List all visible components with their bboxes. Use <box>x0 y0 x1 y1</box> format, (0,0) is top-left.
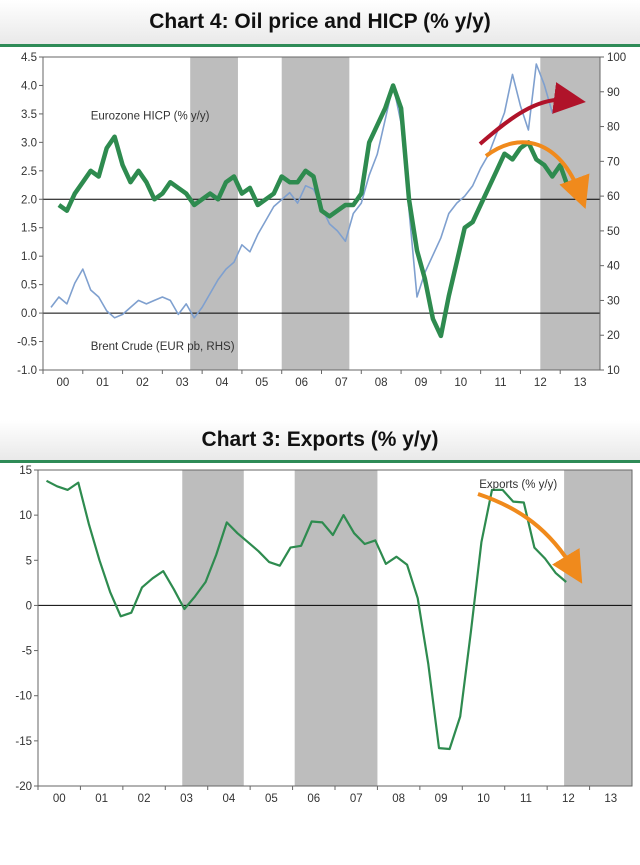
y-right-tick-label: 50 <box>607 226 620 238</box>
y-left-tick-label: 0.5 <box>21 280 37 292</box>
exports-series-line <box>45 479 567 751</box>
y-right-tick-label: 100 <box>607 52 626 64</box>
x-tick-label: 11 <box>520 793 532 805</box>
y-tick-label: 15 <box>19 465 32 477</box>
x-tick-label: 01 <box>96 377 109 389</box>
x-tick-label: 00 <box>56 377 69 389</box>
y-right-tick-label: 60 <box>607 191 620 203</box>
x-tick-label: 02 <box>138 793 151 805</box>
y-right-tick-label: 40 <box>607 261 620 273</box>
y-left-tick-label: -0.5 <box>17 337 37 349</box>
shaded-period-1 <box>281 57 350 370</box>
y-right-tick-label: 80 <box>607 122 620 134</box>
trend-arrow-orange <box>484 140 590 210</box>
x-tick-label: 03 <box>180 793 193 805</box>
y-right-tick-label: 70 <box>607 156 620 168</box>
series-annotation-0: Eurozone HICP (% y/y) <box>91 111 210 123</box>
chart3-title: Chart 3: Exports (% y/y) <box>0 420 640 460</box>
y-left-tick-label: 4.0 <box>21 80 37 92</box>
x-tick-label: 07 <box>335 377 348 389</box>
hicp-series-line <box>57 83 571 339</box>
y-left-tick-label: 0.0 <box>21 308 37 320</box>
x-tick-label: 12 <box>534 377 547 389</box>
shaded-period-2 <box>564 470 632 786</box>
x-tick-label: 06 <box>307 793 320 805</box>
y-left-tick-label: 3.5 <box>21 109 37 121</box>
x-tick-label: 10 <box>477 793 490 805</box>
y-left-tick-label: 2.5 <box>21 166 37 178</box>
shaded-period-0 <box>182 470 244 786</box>
exports-chart: 15 10 5 0 -5 -10 -15 -20 00 01 02 03 04 05 06 07 08 09 10 1… <box>15 465 633 805</box>
y-left-tick-label: 1.5 <box>21 223 37 235</box>
x-tick-label: 04 <box>223 793 236 805</box>
x-tick-label: 01 <box>95 793 108 805</box>
series-annotation-1: Brent Crude (EUR pb, RHS) <box>91 341 235 353</box>
x-tick-label: 11 <box>495 377 507 389</box>
chart3-title-rule <box>0 460 640 463</box>
shaded-period-1 <box>294 470 378 786</box>
oil-hicp-chart: 4.5 4.0 3.5 3.0 2.5 2.0 1.5 1.0 0.5 0.0 -0.5 -1.0 10… <box>17 52 626 389</box>
chart4-title: Chart 4: Oil price and HICP (% y/y) <box>0 0 640 44</box>
y-tick-label: 5 <box>26 555 32 567</box>
y-left-tick-label: 3.0 <box>21 137 37 149</box>
x-tick-label: 13 <box>604 793 617 805</box>
y-left-tick-label: 4.5 <box>21 52 37 64</box>
x-tick-label: 08 <box>392 793 405 805</box>
chart4-title-rule <box>0 44 640 47</box>
x-tick-label: 05 <box>255 377 268 389</box>
x-tick-label: 07 <box>350 793 363 805</box>
y-tick-label: -5 <box>22 646 32 658</box>
x-tick-label: 03 <box>176 377 189 389</box>
x-tick-label: 13 <box>574 377 587 389</box>
x-tick-label: 00 <box>53 793 66 805</box>
x-tick-label: 10 <box>454 377 467 389</box>
series-annotation-0: Exports (% y/y) <box>479 479 557 491</box>
y-tick-label: -15 <box>15 736 32 748</box>
y-tick-label: 10 <box>19 510 32 522</box>
exports-trend-arrow-orange <box>477 492 583 584</box>
x-tick-label: 04 <box>216 377 229 389</box>
y-left-tick-label: -1.0 <box>17 365 37 377</box>
y-left-tick-label: 2.0 <box>21 194 37 206</box>
x-tick-label: 12 <box>562 793 575 805</box>
x-tick-label: 05 <box>265 793 278 805</box>
y-right-tick-label: 90 <box>607 87 620 99</box>
x-tick-label: 06 <box>295 377 308 389</box>
y-right-tick-label: 10 <box>607 365 620 377</box>
brent-series-line <box>50 63 569 319</box>
y-tick-label: -10 <box>15 691 32 703</box>
shaded-period-0 <box>190 57 238 370</box>
y-tick-label: -20 <box>15 781 32 793</box>
x-tick-label: 02 <box>136 377 149 389</box>
y-right-tick-label: 20 <box>607 330 620 342</box>
y-left-tick-label: 1.0 <box>21 251 37 263</box>
trend-arrow-red <box>478 82 586 146</box>
x-tick-label: 09 <box>415 377 428 389</box>
x-tick-label: 08 <box>375 377 388 389</box>
x-tick-label: 09 <box>435 793 448 805</box>
y-tick-label: 0 <box>26 600 32 612</box>
y-right-tick-label: 30 <box>607 295 620 307</box>
